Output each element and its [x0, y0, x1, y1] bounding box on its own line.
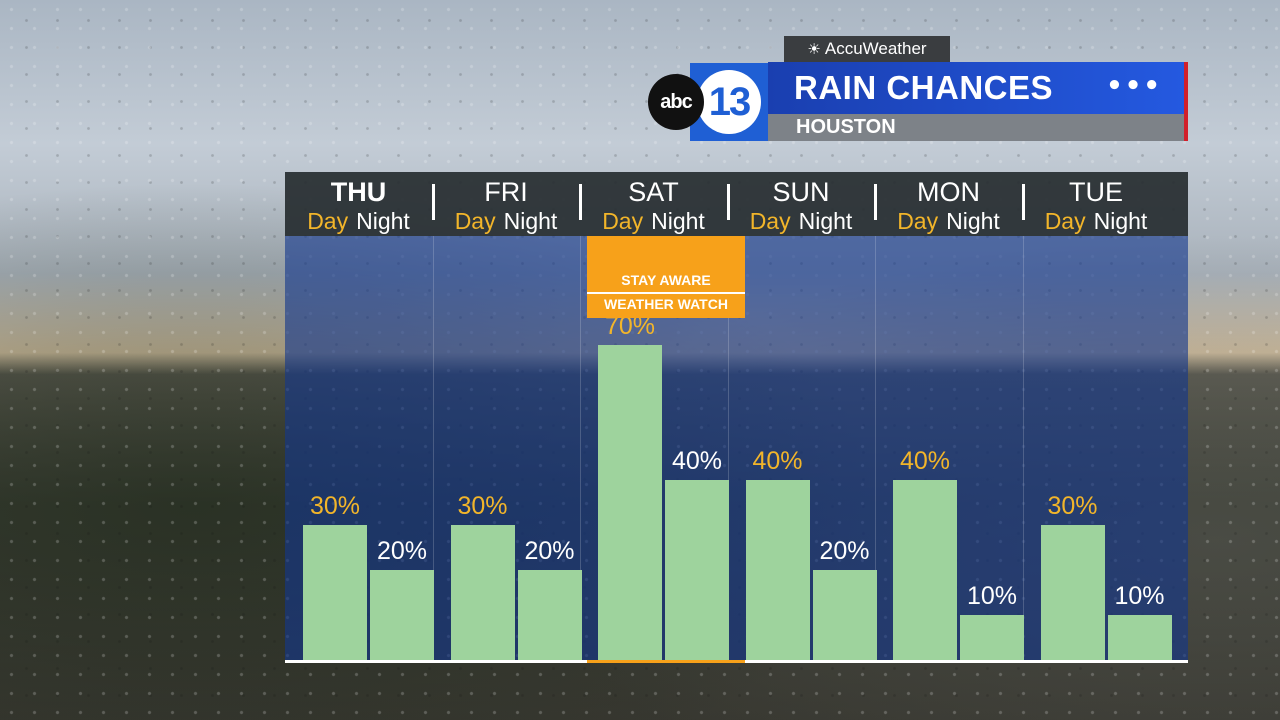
night-value-label: 40%: [671, 447, 723, 476]
alert-underline: [587, 660, 745, 663]
channel-ring: 13: [697, 70, 761, 134]
column-separator: [1022, 236, 1024, 660]
day-bar-mon: [893, 480, 957, 660]
day-night-labels: Day Night: [1023, 208, 1170, 234]
sun-icon: ☀: [807, 41, 821, 58]
night-period-label: Night: [651, 208, 705, 234]
chart-title: RAIN CHANCES: [794, 69, 1054, 106]
header-separator: [431, 184, 435, 220]
column-separator: [727, 236, 729, 660]
day-period-label: Day: [1044, 208, 1086, 234]
night-value-label: 20%: [524, 537, 575, 566]
header-separator: [874, 184, 877, 220]
night-bar-sun: [812, 570, 877, 660]
alert-weather-watch: WEATHER WATCH: [604, 296, 728, 312]
day-value-label: 40%: [752, 447, 803, 476]
day-header-sat: SAT Day Night: [580, 172, 727, 236]
day-bar-fri: [450, 525, 515, 660]
night-bar-mon: [960, 615, 1024, 660]
day-bar-tue: [1040, 525, 1105, 660]
day-period-label: Day: [602, 208, 644, 234]
day-value-label: 30%: [309, 492, 361, 521]
day-night-labels: Day Night: [433, 208, 580, 234]
night-bar-sat: [665, 480, 729, 660]
day-period-label: Day: [749, 208, 791, 234]
day-night-labels: Day Night: [285, 208, 432, 234]
night-bar-tue: [1107, 615, 1172, 660]
weather-watch-alert: STAY AWARE WEATHER WATCH: [587, 236, 745, 318]
night-period-label: Night: [503, 208, 558, 234]
column-separator: [875, 236, 876, 660]
day-name: SUN: [772, 177, 830, 207]
column-separator: [432, 236, 434, 660]
alert-stay-aware: STAY AWARE: [621, 272, 711, 288]
accuweather-badge: ☀ AccuWeather: [784, 36, 950, 62]
column-separator: [580, 236, 581, 660]
day-period-label: Day: [897, 208, 939, 234]
title-banner: RAIN CHANCES •••: [768, 62, 1188, 114]
location-banner: HOUSTON: [768, 114, 1188, 141]
day-header-fri: FRI Day Night: [433, 172, 580, 236]
day-header-bar: [285, 172, 1188, 236]
day-period-label: Day: [307, 208, 349, 234]
day-night-labels: Day Night: [728, 208, 875, 234]
night-value-label: 20%: [376, 537, 428, 566]
channel-13-logo: 13: [690, 63, 768, 141]
day-bar-sat: [598, 345, 662, 660]
night-period-label: Night: [356, 208, 410, 234]
day-name: THU: [330, 177, 387, 207]
header-separator: [1021, 184, 1025, 220]
abc-logo-text: abc: [660, 90, 692, 113]
night-value-label: 20%: [819, 537, 870, 566]
day-night-labels: Day Night: [580, 208, 727, 234]
day-name: TUE: [1069, 177, 1123, 207]
day-bar-sun: [745, 480, 810, 660]
day-value-label: 30%: [1047, 492, 1098, 521]
accuweather-label: AccuWeather: [824, 39, 927, 58]
ellipsis-icon: •••: [1106, 71, 1162, 101]
channel-number: 13: [708, 79, 751, 124]
night-value-label: 10%: [966, 582, 1018, 611]
night-period-label: Night: [1093, 208, 1148, 234]
day-night-labels: Day Night: [875, 208, 1022, 234]
day-header-tue: TUE Day Night: [1023, 172, 1170, 236]
alert-divider: [587, 292, 745, 294]
day-value-label: 40%: [899, 447, 951, 476]
day-name: FRI: [484, 177, 528, 207]
night-value-label: 10%: [1114, 582, 1165, 611]
day-header-sun: SUN Day Night: [728, 172, 875, 236]
header-separator: [726, 184, 730, 220]
day-bar-thu: [303, 525, 367, 660]
day-header-thu: THU Day Night: [285, 172, 432, 236]
night-period-label: Night: [946, 208, 1000, 234]
day-header-mon: MON Day Night: [875, 172, 1022, 236]
night-bar-fri: [517, 570, 582, 660]
night-bar-thu: [370, 570, 434, 660]
day-period-label: Day: [454, 208, 496, 234]
day-name: SAT: [628, 177, 679, 207]
abc-logo: abc: [648, 74, 704, 130]
location-label: HOUSTON: [796, 116, 896, 138]
header-separator: [579, 184, 582, 220]
day-name: MON: [917, 177, 980, 207]
night-period-label: Night: [798, 208, 853, 234]
day-value-label: 30%: [457, 492, 508, 521]
